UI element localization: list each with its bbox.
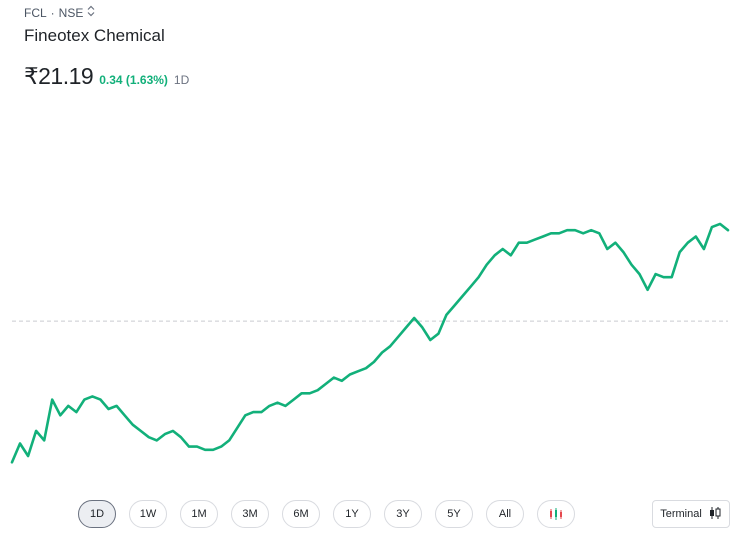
terminal-label: Terminal <box>660 508 702 520</box>
company-name: Fineotex Chemical <box>24 26 165 45</box>
range-button-6m[interactable]: 6M <box>282 500 320 528</box>
up-down-chevron-icon[interactable] <box>87 5 95 20</box>
candlestick-icon <box>708 506 722 523</box>
separator: · <box>50 5 55 20</box>
ticker-line[interactable]: FCL · NSE <box>24 5 95 20</box>
symbol: FCL <box>24 5 47 20</box>
period-label: 1D <box>173 73 190 87</box>
candlestick-icon <box>550 508 562 520</box>
range-button-5y[interactable]: 5Y <box>435 500 473 528</box>
range-selector: 1D 1W 1M 3M 6M 1Y 3Y 5Y All <box>78 500 575 528</box>
exchange: NSE <box>58 5 84 20</box>
price-series-line <box>10 222 730 464</box>
range-button-all[interactable]: All <box>486 500 524 528</box>
range-button-1y[interactable]: 1Y <box>333 500 371 528</box>
candlestick-chart-button[interactable] <box>537 500 575 528</box>
price: ₹21.19 <box>24 63 94 89</box>
range-button-1w[interactable]: 1W <box>129 500 167 528</box>
terminal-button[interactable]: Terminal <box>652 500 730 528</box>
range-button-1d[interactable]: 1D <box>78 500 116 528</box>
price-change: 0.34 (1.63%) <box>99 73 168 87</box>
range-button-3m[interactable]: 3M <box>231 500 269 528</box>
price-chart[interactable] <box>0 160 755 490</box>
range-button-3y[interactable]: 3Y <box>384 500 422 528</box>
quote-row: ₹21.19 0.34 (1.63%) 1D <box>24 63 189 90</box>
range-button-1m[interactable]: 1M <box>180 500 218 528</box>
